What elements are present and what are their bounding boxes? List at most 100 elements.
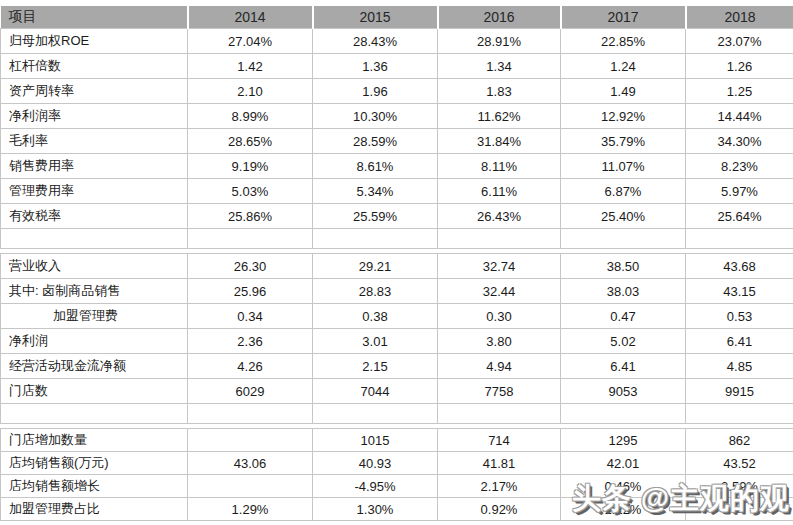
cell-value: 28.83 [313,279,438,304]
cell-value: 9915 [686,379,793,404]
cell-value: 25.59% [313,204,438,229]
cell-value: 28.91% [438,29,561,54]
cell-value: 35.79% [561,129,686,154]
cell-value: 3.80 [438,329,561,354]
row-label: 净利润率 [1,104,188,129]
cell-value: 1015 [313,429,438,452]
cell-value: 5.03% [188,179,313,204]
cell-value: 1.26 [686,54,793,79]
cell-value: 11.07% [561,154,686,179]
cell-value: 6029 [188,379,313,404]
cell-value: 8.61% [313,154,438,179]
row-label: 杠杆倍数 [1,54,188,79]
column-header-year: 2014 [188,6,313,29]
cell-value: 4.94 [438,354,561,379]
row-label: 门店数 [1,379,188,404]
table-row: 净利润2.363.013.805.026.41 [1,329,793,354]
header-row: 项目 20142015201620172018 [1,6,793,29]
cell-value: 9053 [561,379,686,404]
cell-value: 862 [686,429,793,452]
cell-value: 38.50 [561,254,686,279]
cell-value: 4.85 [686,354,793,379]
cell-value [561,229,686,249]
cell-value: 1295 [561,429,686,452]
row-label: 毛利率 [1,129,188,154]
cell-value: 12.92% [561,104,686,129]
cell-value: 25.96 [188,279,313,304]
cell-value: 0.47 [561,304,686,329]
cell-value: 32.44 [438,279,561,304]
cell-value [561,404,686,424]
cell-value: 38.03 [561,279,686,304]
row-label: 其中: 卤制商品销售 [1,279,188,304]
cell-value: 9.19% [188,154,313,179]
cell-value: 10.30% [313,104,438,129]
cell-value: 2.17% [438,475,561,498]
table-row: 管理费用率5.03%5.34%6.11%6.87%5.97% [1,179,793,204]
row-label: 店均销售额增长 [1,475,188,498]
cell-value: 43.15 [686,279,793,304]
cell-value: 0.34 [188,304,313,329]
cell-value [188,475,313,498]
cell-value: 1.36 [313,54,438,79]
row-label: 店均销售额(万元) [1,452,188,475]
column-header-year: 2017 [561,6,686,29]
cell-value: 31.84% [438,129,561,154]
cell-value: 1.25 [686,79,793,104]
table-row: 其中: 卤制商品销售25.9628.8332.4438.0343.15 [1,279,793,304]
cell-value: 28.43% [313,29,438,54]
table-row: 资产周转率2.101.961.831.491.25 [1,79,793,104]
cell-value: 1.42 [188,54,313,79]
column-header-year: 2018 [686,6,793,29]
cell-value: 43.52 [686,452,793,475]
cell-value: 14.44% [686,104,793,129]
table-row: 有效税率25.86%25.59%26.43%25.40%25.64% [1,204,793,229]
cell-value: 34.30% [686,129,793,154]
cell-value: 26.30 [188,254,313,279]
cell-value: 4.26 [188,354,313,379]
cell-value: 5.02 [561,329,686,354]
cell-value: 43.06 [188,452,313,475]
table-row: 杠杆倍数1.421.361.341.241.26 [1,54,793,79]
cell-value: 27.04% [188,29,313,54]
spacer-row [1,229,793,249]
cell-value: 1.83 [438,79,561,104]
row-label: 门店增加数量 [1,429,188,452]
row-label: 销售费用率 [1,154,188,179]
table-row: 加盟管理费0.340.380.300.470.53 [1,304,793,329]
row-label: 资产周转率 [1,79,188,104]
cell-value: 2.15 [313,354,438,379]
row-label: 归母加权ROE [1,29,188,54]
cell-value: 43.68 [686,254,793,279]
cell-value: 1.29% [188,498,313,521]
cell-value: -4.95% [313,475,438,498]
cell-value: 23.07% [686,29,793,54]
cell-value [686,404,793,424]
cell-value: 3.01 [313,329,438,354]
cell-value [438,404,561,424]
row-label [1,404,188,424]
cell-value: 29.21 [313,254,438,279]
table-row: 归母加权ROE27.04%28.43%28.91%22.85%23.07% [1,29,793,54]
row-label: 有效税率 [1,204,188,229]
row-label: 营业收入 [1,254,188,279]
cell-value: 6.41 [561,354,686,379]
cell-value: 2.10 [188,79,313,104]
cell-value: 5.34% [313,179,438,204]
cell-value: 0.92% [438,498,561,521]
row-label: 加盟管理费占比 [1,498,188,521]
table-row: 净利润率8.99%10.30%11.62%12.92%14.44% [1,104,793,129]
toutiao-watermark: 头条 @主观的观 [572,479,790,519]
spacer-row [1,404,793,424]
column-header-year: 2015 [313,6,438,29]
column-header-item: 项目 [1,6,188,29]
table-row: 门店数60297044775890539915 [1,379,793,404]
cell-value: 714 [438,429,561,452]
cell-value: 6.41 [686,329,793,354]
cell-value: 11.62% [438,104,561,129]
table-row: 店均销售额(万元)43.0640.9341.8142.0143.52 [1,452,793,475]
row-label: 加盟管理费 [1,304,188,329]
cell-value [313,404,438,424]
cell-value: 0.53 [686,304,793,329]
table-row: 门店增加数量 10157141295862 [1,429,793,452]
